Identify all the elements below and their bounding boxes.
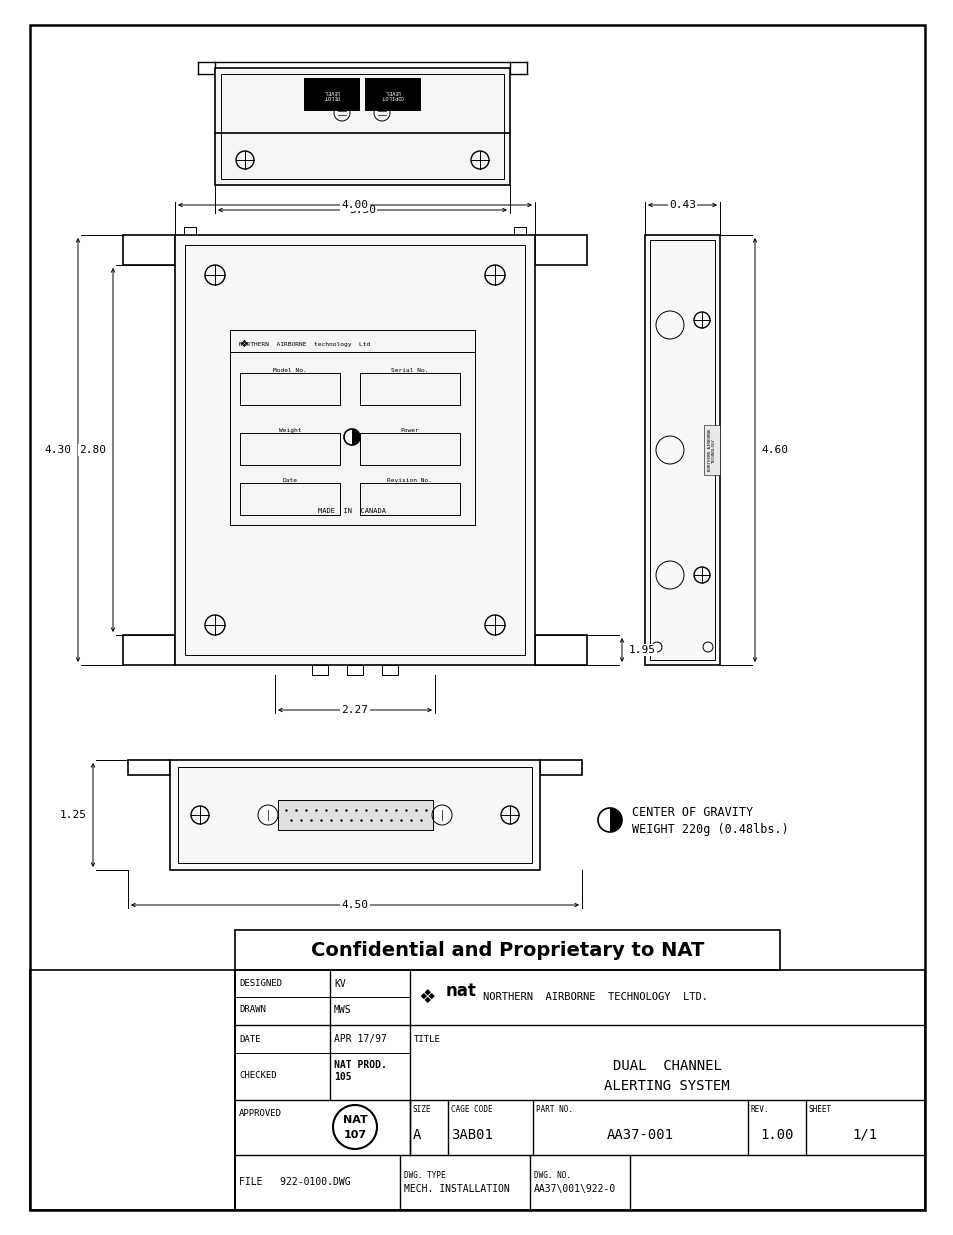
Text: 2.80: 2.80 bbox=[79, 445, 107, 454]
Bar bbox=[539, 760, 581, 776]
Text: CHECKED: CHECKED bbox=[239, 1071, 276, 1079]
Bar bbox=[178, 767, 532, 863]
Text: 4.60: 4.60 bbox=[760, 445, 788, 454]
Text: NAT PROD.
105: NAT PROD. 105 bbox=[334, 1060, 387, 1082]
Text: COPILOT
LEVEL: COPILOT LEVEL bbox=[381, 89, 403, 99]
Text: Date: Date bbox=[282, 478, 297, 483]
Text: nat: nat bbox=[446, 982, 476, 1000]
Text: NORTHERN  AIRBORNE  technology  Ltd: NORTHERN AIRBORNE technology Ltd bbox=[239, 342, 370, 347]
Text: CENTER OF GRAVITY: CENTER OF GRAVITY bbox=[631, 805, 752, 819]
Text: NAT: NAT bbox=[342, 1115, 367, 1125]
Bar bbox=[170, 760, 539, 869]
Circle shape bbox=[344, 429, 359, 445]
Bar bbox=[214, 68, 510, 185]
Text: MECH. INSTALLATION: MECH. INSTALLATION bbox=[403, 1184, 509, 1194]
Polygon shape bbox=[609, 808, 621, 832]
Bar bbox=[649, 240, 714, 659]
Text: WEIGHT 220g (0.48lbs.): WEIGHT 220g (0.48lbs.) bbox=[631, 824, 788, 836]
Text: 1.25: 1.25 bbox=[59, 810, 87, 820]
Circle shape bbox=[598, 808, 621, 832]
Text: DWG. NO.: DWG. NO. bbox=[534, 1172, 571, 1181]
Bar bbox=[312, 664, 328, 676]
Bar bbox=[123, 235, 174, 266]
Bar bbox=[234, 969, 924, 1210]
Bar bbox=[230, 330, 475, 525]
Bar bbox=[30, 969, 234, 1210]
Text: ❖: ❖ bbox=[417, 988, 435, 1007]
Bar bbox=[234, 930, 780, 969]
Text: Serial No.: Serial No. bbox=[391, 368, 428, 373]
Bar bbox=[514, 227, 525, 235]
Bar bbox=[644, 235, 720, 664]
Text: TITLE: TITLE bbox=[414, 1035, 440, 1044]
Text: 4.50: 4.50 bbox=[341, 900, 368, 910]
Text: 107: 107 bbox=[343, 1130, 366, 1140]
Text: KV: KV bbox=[334, 979, 345, 989]
Text: SIZE: SIZE bbox=[413, 1105, 431, 1114]
Bar bbox=[304, 78, 358, 110]
Bar bbox=[535, 635, 586, 664]
Text: CAGE CODE: CAGE CODE bbox=[451, 1105, 492, 1114]
Text: Confidential and Proprietary to NAT: Confidential and Proprietary to NAT bbox=[311, 941, 703, 960]
Text: MWS: MWS bbox=[334, 1005, 352, 1015]
Text: APPROVED: APPROVED bbox=[239, 1109, 282, 1119]
Bar bbox=[359, 373, 459, 405]
Bar bbox=[277, 800, 433, 830]
Text: DATE: DATE bbox=[239, 1035, 260, 1044]
Text: AA37-001: AA37-001 bbox=[606, 1128, 673, 1142]
Bar bbox=[347, 664, 363, 676]
Text: ❖: ❖ bbox=[239, 338, 248, 350]
Text: 4.00: 4.00 bbox=[341, 200, 368, 210]
Text: 1.00: 1.00 bbox=[760, 1128, 793, 1142]
Text: 1/1: 1/1 bbox=[852, 1128, 877, 1142]
Bar bbox=[221, 74, 503, 179]
Text: 1.95: 1.95 bbox=[628, 645, 655, 655]
Bar bbox=[240, 483, 339, 515]
Bar bbox=[365, 78, 419, 110]
Text: Power: Power bbox=[400, 429, 419, 433]
Bar bbox=[240, 373, 339, 405]
Text: 2.27: 2.27 bbox=[341, 705, 368, 715]
Text: AA37\001\922-0: AA37\001\922-0 bbox=[534, 1184, 616, 1194]
Text: PART NO.: PART NO. bbox=[536, 1105, 573, 1114]
Text: Revision No.: Revision No. bbox=[387, 478, 432, 483]
Text: A: A bbox=[413, 1128, 421, 1142]
Text: 4.30: 4.30 bbox=[45, 445, 71, 454]
Text: SHEET: SHEET bbox=[808, 1105, 831, 1114]
Text: DESIGNED: DESIGNED bbox=[239, 979, 282, 988]
Bar bbox=[174, 235, 535, 664]
Text: Weight: Weight bbox=[278, 429, 301, 433]
Bar bbox=[240, 433, 339, 466]
Text: 3AB01: 3AB01 bbox=[451, 1128, 493, 1142]
Text: 0.43: 0.43 bbox=[668, 200, 696, 210]
Bar bbox=[184, 227, 195, 235]
Text: MADE  IN  CANADA: MADE IN CANADA bbox=[318, 508, 386, 514]
Text: PILOT
LEVEL: PILOT LEVEL bbox=[323, 89, 339, 99]
Bar bbox=[359, 483, 459, 515]
Text: Model No.: Model No. bbox=[273, 368, 307, 373]
Text: DUAL  CHANNEL
ALERTING SYSTEM: DUAL CHANNEL ALERTING SYSTEM bbox=[603, 1060, 729, 1093]
Text: NORTHERN AIRBORNE
TECHNOLOGY: NORTHERN AIRBORNE TECHNOLOGY bbox=[707, 429, 716, 472]
Text: NORTHERN  AIRBORNE  TECHNOLOGY  LTD.: NORTHERN AIRBORNE TECHNOLOGY LTD. bbox=[482, 992, 707, 1002]
Bar bbox=[123, 635, 174, 664]
Bar bbox=[185, 245, 524, 655]
Text: DRAWN: DRAWN bbox=[239, 1005, 266, 1014]
Bar bbox=[359, 433, 459, 466]
Text: DWG. TYPE: DWG. TYPE bbox=[403, 1172, 445, 1181]
Text: REV.: REV. bbox=[750, 1105, 769, 1114]
Bar bbox=[381, 664, 397, 676]
Polygon shape bbox=[352, 429, 359, 445]
Bar bbox=[535, 235, 586, 266]
Text: 3.50: 3.50 bbox=[349, 205, 375, 215]
Bar bbox=[128, 760, 170, 776]
Text: APR 17/97: APR 17/97 bbox=[334, 1034, 387, 1044]
Text: FILE   922-0100.DWG: FILE 922-0100.DWG bbox=[239, 1177, 351, 1187]
